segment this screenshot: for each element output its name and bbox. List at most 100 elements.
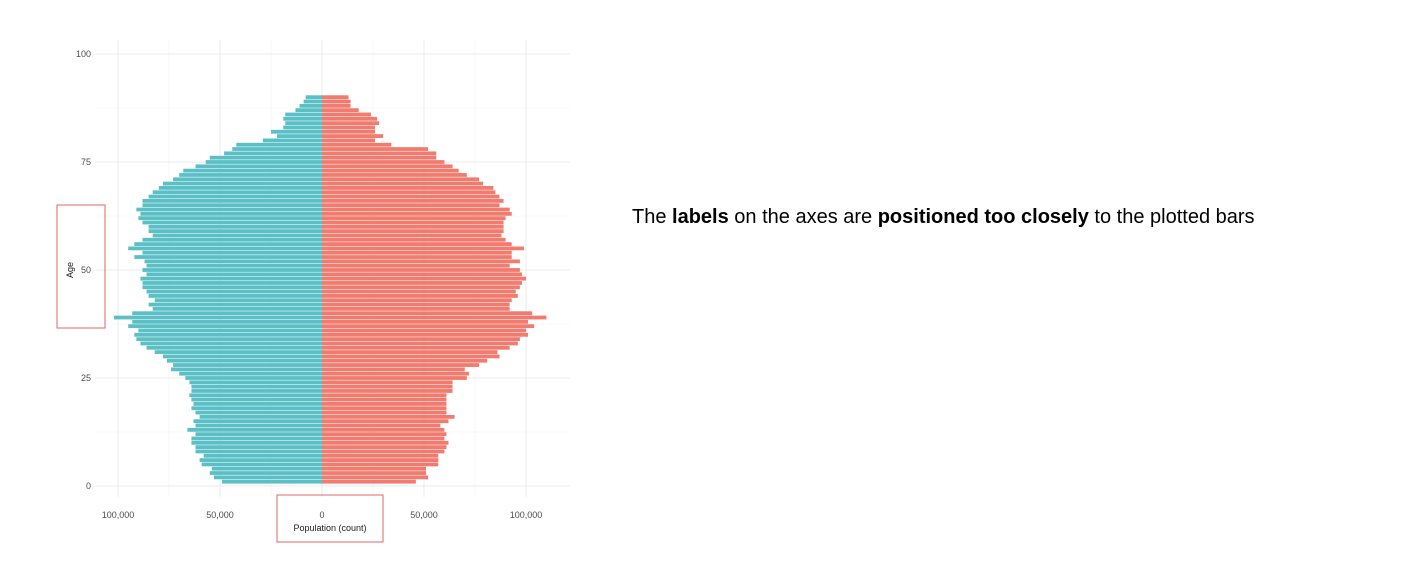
bar-right-age-67 xyxy=(322,194,500,199)
bar-left-age-56 xyxy=(134,242,322,246)
bar-right-age-64 xyxy=(322,207,510,212)
bar-left-age-53 xyxy=(134,255,322,259)
bar-left-age-12 xyxy=(195,432,322,437)
bar-right-age-81 xyxy=(322,134,384,138)
bar-right-age-71 xyxy=(322,177,480,182)
bar-left-age-63 xyxy=(140,211,322,216)
bar-right-age-50 xyxy=(322,268,520,272)
bar-right-age-61 xyxy=(322,220,504,225)
bar-right-age-31 xyxy=(322,350,498,354)
bar-right-age-60 xyxy=(322,224,504,229)
bar-left-age-52 xyxy=(144,259,322,264)
bar-left-age-89 xyxy=(303,99,322,104)
bar-right-age-56 xyxy=(322,242,512,246)
bar-right-age-22 xyxy=(322,389,453,393)
bar-right-age-66 xyxy=(322,198,504,203)
bar-right-age-8 xyxy=(322,449,445,454)
bar-left-age-66 xyxy=(142,198,322,203)
bar-left-age-31 xyxy=(154,350,322,354)
bar-right-age-46 xyxy=(322,285,520,290)
x-tick-label: 0 xyxy=(319,510,324,520)
y-tick-label: 100 xyxy=(76,49,91,59)
bar-left-age-32 xyxy=(146,345,322,350)
bar-right-age-48 xyxy=(322,276,526,281)
bar-right-age-74 xyxy=(322,164,453,169)
bar-right-age-6 xyxy=(322,458,439,462)
bar-left-age-16 xyxy=(199,414,322,419)
bar-right-age-24 xyxy=(322,380,453,385)
bar-right-age-18 xyxy=(322,406,447,411)
bar-right-age-84 xyxy=(322,121,380,126)
bar-right-age-30 xyxy=(322,354,500,359)
bar-right-age-57 xyxy=(322,237,506,242)
bar-right-age-90 xyxy=(322,95,349,100)
bar-right-age-45 xyxy=(322,289,516,294)
annotation-emphasis-labels: labels xyxy=(672,206,729,228)
bar-left-age-6 xyxy=(199,458,322,462)
bar-right-age-3 xyxy=(322,471,427,475)
bar-left-age-58 xyxy=(152,233,322,238)
bar-right-age-41 xyxy=(322,306,510,311)
bar-left-age-39 xyxy=(113,315,322,320)
x-tick-label: 50,000 xyxy=(206,510,234,520)
bar-left-age-90 xyxy=(305,95,322,100)
bar-left-age-43 xyxy=(154,298,322,303)
bar-left-age-55 xyxy=(128,246,322,251)
bar-left-age-30 xyxy=(162,354,322,359)
bar-left-age-38 xyxy=(132,319,322,324)
bar-left-age-5 xyxy=(201,462,322,467)
bar-left-age-67 xyxy=(148,194,322,199)
bar-right-age-21 xyxy=(322,393,447,398)
bar-right-age-4 xyxy=(322,466,427,471)
y-axis-label-highlight-box xyxy=(56,204,106,329)
bar-right-age-83 xyxy=(322,125,376,130)
bar-left-age-84 xyxy=(285,121,322,126)
bar-right-age-85 xyxy=(322,116,378,121)
bar-right-age-51 xyxy=(322,263,510,268)
bar-right-age-59 xyxy=(322,229,504,234)
bar-left-age-24 xyxy=(189,380,322,385)
bar-left-age-65 xyxy=(142,203,322,208)
bar-right-age-36 xyxy=(322,328,526,333)
bar-right-age-53 xyxy=(322,255,512,259)
bar-left-age-21 xyxy=(189,393,322,398)
bar-left-age-15 xyxy=(193,419,322,424)
bar-right-age-78 xyxy=(322,147,429,151)
bar-right-age-87 xyxy=(322,108,359,113)
bar-left-age-71 xyxy=(173,177,322,182)
annotation-text: The labels on the axes are positioned to… xyxy=(632,206,1412,229)
bar-left-age-60 xyxy=(148,224,322,229)
x-tick-label: 100,000 xyxy=(102,510,135,520)
bar-left-age-82 xyxy=(271,129,322,134)
bar-right-age-54 xyxy=(322,250,512,255)
bar-left-age-48 xyxy=(140,276,322,281)
bars-layer xyxy=(113,95,547,484)
bar-right-age-20 xyxy=(322,397,447,402)
bar-left-age-9 xyxy=(195,445,322,450)
bar-left-age-83 xyxy=(283,125,322,130)
y-tick-label: 75 xyxy=(81,157,91,167)
bar-right-age-65 xyxy=(322,203,500,208)
bar-left-age-34 xyxy=(136,337,322,342)
bar-left-age-59 xyxy=(148,229,322,234)
bar-left-age-26 xyxy=(179,371,322,376)
bar-right-age-73 xyxy=(322,168,459,173)
bar-left-age-88 xyxy=(299,103,322,108)
bar-right-age-80 xyxy=(322,138,376,143)
bar-right-age-33 xyxy=(322,341,518,346)
bar-right-age-1 xyxy=(322,479,416,484)
bar-left-age-79 xyxy=(236,142,322,147)
bar-left-age-70 xyxy=(162,181,322,186)
bar-right-age-69 xyxy=(322,186,494,190)
bar-left-age-19 xyxy=(193,402,322,406)
bar-left-age-41 xyxy=(152,306,322,311)
bar-right-age-40 xyxy=(322,311,533,316)
bar-left-age-77 xyxy=(224,151,322,156)
annotation-part: on the axes are xyxy=(728,206,878,228)
annotation-part: to the plotted bars xyxy=(1088,206,1255,228)
bar-right-age-9 xyxy=(322,445,447,450)
bar-left-age-44 xyxy=(148,294,322,298)
bar-right-age-38 xyxy=(322,319,529,324)
bar-left-age-27 xyxy=(171,367,322,372)
